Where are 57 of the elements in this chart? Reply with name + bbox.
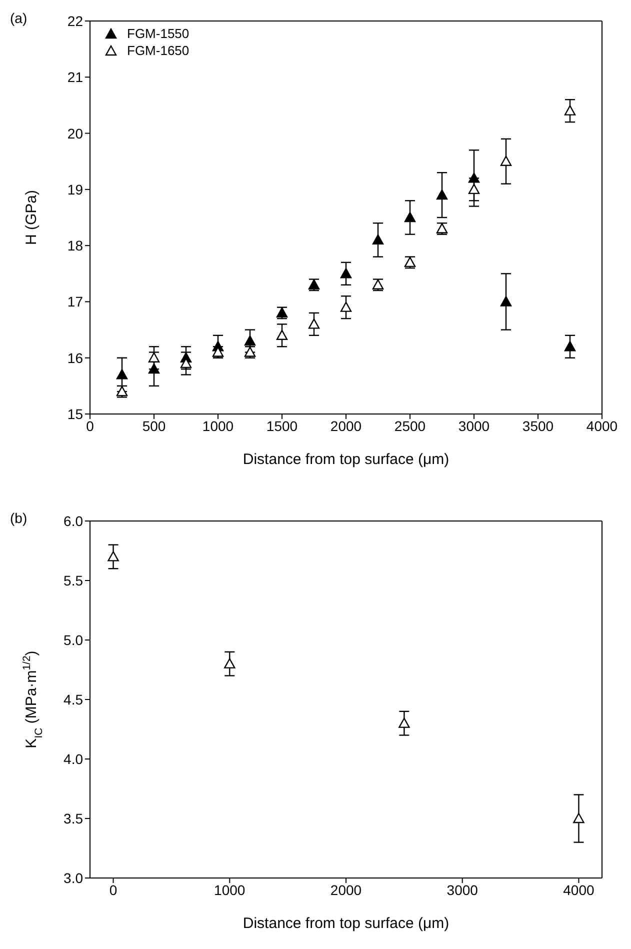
x-tick-label: 0: [109, 882, 118, 898]
point: [468, 172, 480, 183]
point: [116, 369, 128, 380]
y-tick-label: 3.0: [64, 870, 84, 886]
y-tick-label: 17: [67, 294, 84, 310]
point: [244, 335, 256, 346]
point: [404, 212, 416, 222]
y-tick-label: 4.5: [64, 691, 84, 708]
x-tick-label: 2000: [330, 418, 362, 434]
y-tick-label: 4.0: [64, 750, 84, 767]
y-tick-label: 6.0: [64, 512, 84, 529]
point: [398, 718, 410, 728]
point: [340, 268, 352, 278]
y-tick-label: 5.5: [64, 572, 84, 588]
point: [564, 105, 576, 116]
y-tick-label: 21: [67, 69, 84, 86]
point: [372, 234, 384, 245]
text: (a): [10, 10, 28, 26]
y-tick-label: 5.0: [64, 632, 84, 648]
x-tick-label: 2500: [394, 418, 426, 434]
text: (b): [10, 510, 28, 526]
point: [108, 551, 119, 562]
y-tick-label: 18: [67, 238, 84, 254]
x-tick-label: 1000: [202, 418, 234, 434]
y-tick-label: 19: [67, 181, 84, 198]
point: [564, 341, 576, 352]
x-tick-label: 1500: [266, 418, 298, 434]
point: [148, 352, 160, 362]
legend-label: FGM-1550: [127, 26, 190, 41]
x-tick-label: 3000: [458, 418, 490, 434]
x-tick-label: 4000: [586, 418, 618, 434]
point: [224, 658, 236, 668]
point: [308, 318, 320, 329]
x-tick-label: 500: [142, 418, 166, 434]
y-tick-label: 20: [67, 125, 84, 142]
x-axis-title: Distance from top surface (μm): [242, 915, 450, 932]
point: [500, 156, 512, 166]
point: [340, 302, 352, 312]
x-tick-label: 3000: [446, 882, 478, 898]
point: [500, 296, 512, 306]
point: [436, 189, 448, 200]
y-tick-label: 3.5: [64, 810, 84, 826]
y-tick-label: 15: [67, 406, 84, 422]
point: [276, 330, 288, 340]
x-tick-label: 1000: [214, 882, 246, 898]
x-tick-label: 3500: [522, 418, 554, 434]
point: [148, 363, 160, 374]
x-tick-label: 2000: [330, 882, 362, 898]
legend-label: FGM-1650: [127, 43, 190, 58]
x-tick-label: 0: [86, 418, 94, 434]
x-axis-title: Distance from top surface (μm): [242, 451, 450, 468]
x-tick-label: 4000: [563, 882, 595, 898]
point: [573, 812, 584, 824]
y-axis-title: H (GPa): [23, 190, 40, 246]
point: [468, 184, 480, 194]
y-tick-label: 16: [67, 350, 84, 366]
y-tick-label: 22: [67, 12, 84, 29]
